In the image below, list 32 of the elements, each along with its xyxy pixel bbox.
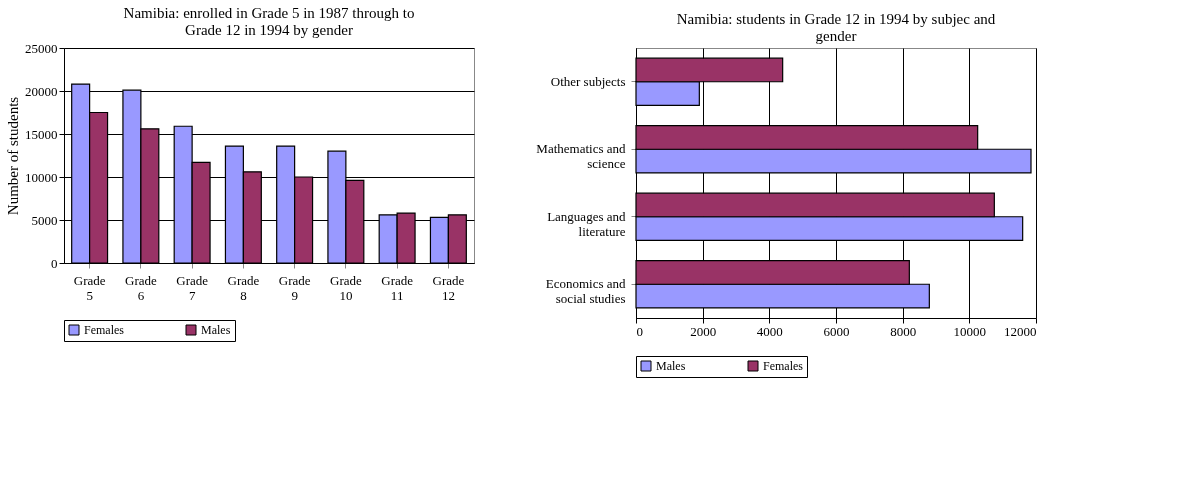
x-tick-label: 0 [636, 323, 643, 339]
x-tick-label: 2000 [690, 323, 717, 339]
legend-label: Females [763, 359, 804, 373]
x-tick-label: 12000 [1004, 323, 1037, 339]
x-tick-label: Grade 11 [381, 272, 414, 303]
y-axis-title: Number of students [5, 96, 21, 216]
x-tick-label: 10000 [953, 323, 987, 339]
x-tick-label: Grade 12 [432, 272, 465, 303]
y-tick-label: Languages and literature [547, 208, 626, 239]
x-tick-label: Grade 7 [176, 272, 209, 303]
legend-label: Males [201, 323, 231, 337]
y-tick-label: 10000 [25, 169, 58, 185]
legend-label: Males [656, 359, 686, 373]
x-tick-label: Grade 8 [227, 272, 260, 303]
x-tick-label: 8000 [890, 323, 917, 339]
x-tick-label: 4000 [756, 323, 783, 339]
legend-label: Females [84, 323, 125, 337]
chart-title: Namibia: enrolled in Grade 5 in 1987 through to Grade 12 in 1994 by gender [123, 5, 415, 38]
y-tick-label: 5000 [31, 212, 58, 228]
y-tick-label: Other subjects [550, 73, 626, 89]
x-tick-label: 6000 [823, 323, 850, 339]
y-tick-label: 25000 [25, 40, 58, 56]
chart-title: Namibia: students in Grade 12 in 1994 by subjec and gender [676, 11, 996, 44]
x-tick-label: Grade 6 [124, 272, 157, 303]
x-tick-label: Grade 9 [278, 272, 311, 303]
x-tick-label: Grade 10 [329, 272, 362, 303]
y-tick-label: 0 [51, 255, 58, 271]
y-tick-label: 15000 [25, 126, 58, 142]
y-tick-label: Economics and social studies [545, 276, 626, 307]
y-tick-label: Mathematics and science [536, 141, 626, 172]
y-tick-label: 20000 [25, 83, 58, 99]
x-tick-label: Grade 5 [73, 272, 106, 303]
